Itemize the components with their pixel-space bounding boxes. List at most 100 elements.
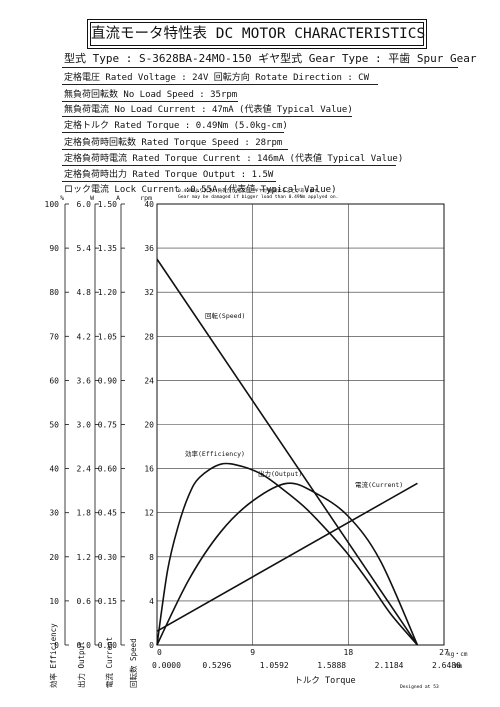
y-tick-label: 1.2 <box>77 553 92 562</box>
y-tick-label: 1.50 <box>98 200 117 209</box>
y-tick-label: 60 <box>49 376 59 385</box>
y-tick-label: 6.0 <box>77 200 92 209</box>
y-tick-label: 40 <box>144 200 154 209</box>
spec-no-load-speed: 無負荷回転数 No Load Speed : 35rpm <box>64 90 238 100</box>
y-tick-label: 20 <box>144 421 154 430</box>
y-axis-title: 電流 Current <box>104 637 114 688</box>
y-tick-label: 40 <box>49 465 59 474</box>
y-tick-label: 8 <box>149 553 154 562</box>
y-tick-label: 0.6 <box>77 597 92 606</box>
x-unit-nm: Nm <box>455 663 463 670</box>
y-tick-label: 1.35 <box>98 244 117 253</box>
y-tick-label: 0.00 <box>98 641 117 650</box>
y-tick-label: 1.8 <box>77 509 92 518</box>
y-tick-label: 20 <box>49 553 59 562</box>
series-label: 回転(Speed) <box>205 312 245 320</box>
x-tick-label-nm: 0.5296 <box>202 661 231 670</box>
y-tick-label: 28 <box>144 332 154 341</box>
y-tick-label: 36 <box>144 244 154 253</box>
spec-divider <box>62 132 284 133</box>
x-tick-label-kgcm: 18 <box>344 648 354 657</box>
y-tick-label: 0 <box>149 641 154 650</box>
y-tick-label: 80 <box>49 288 59 297</box>
x-axis-title: トルク Torque <box>294 676 355 686</box>
spec-rated-torque-current: 定格負荷時電流 Rated Torque Current : 146mA (代表… <box>64 154 404 164</box>
y-axis-unit: rpm <box>140 194 152 202</box>
gear-warning-en: Gear may be damaged if bigger load than … <box>178 194 338 200</box>
y-tick-label: 0.15 <box>98 597 117 606</box>
y-tick-label: 0.60 <box>98 465 117 474</box>
y-tick-label: 0.90 <box>98 376 117 385</box>
y-axis-unit: W <box>90 194 94 202</box>
y-tick-label: 100 <box>45 200 60 209</box>
y-tick-label: 4 <box>149 597 154 606</box>
series-label: 出力(Output) <box>258 469 302 478</box>
series-curve <box>156 482 418 632</box>
y-axis-unit: % <box>60 194 64 202</box>
spec-model: 型式 Type : S-3628BA-24MO-150 ギヤ型式 Gear Ty… <box>64 52 477 65</box>
spec-lock-current: ロック電流 Lock Current :0.55A (代表値 Typical V… <box>64 185 337 195</box>
y-tick-label: 0.75 <box>98 421 117 430</box>
y-tick-label: 50 <box>49 421 59 430</box>
y-tick-label: 0.0 <box>77 641 92 650</box>
y-axis-title: 効率 Efficiency <box>48 623 58 688</box>
y-tick-label: 1.20 <box>98 288 117 297</box>
x-unit-kgcm: kg・cm <box>447 651 468 658</box>
y-tick-label: 4.8 <box>77 288 92 297</box>
x-tick-label-nm: 0.0000 <box>152 661 181 670</box>
x-tick-label-nm: 1.0592 <box>260 661 289 670</box>
sheet-title: 直流モータ特性表 DC MOTOR CHARACTERISTICS <box>87 19 427 49</box>
spec-divider <box>62 84 378 85</box>
y-tick-label: 10 <box>49 597 59 606</box>
y-tick-label: 5.4 <box>77 244 92 253</box>
y-tick-label: 24 <box>144 376 154 385</box>
y-tick-label: 4.2 <box>77 332 92 341</box>
spec-divider <box>62 116 352 117</box>
spec-rated-voltage: 定格電圧 Rated Voltage : 24V 回転方向 Rotate Dir… <box>64 73 369 83</box>
spec-divider <box>62 165 396 166</box>
spec-divider <box>62 101 238 102</box>
y-tick-label: 1.05 <box>98 332 117 341</box>
chart-labels: 0.49Nmより大きい負荷がかかると、ギヤが破損することがあります。 Gear … <box>178 187 439 690</box>
y-tick-label: 32 <box>144 288 154 297</box>
y-tick-label: 2.4 <box>77 465 92 474</box>
spec-rated-torque-speed: 定格負荷時回転数 Rated Torque Speed : 28rpm <box>64 138 283 148</box>
x-tick-label-kgcm: 27 <box>439 648 449 657</box>
y-tick-label: 30 <box>49 509 59 518</box>
x-tick-label-kgcm: 0 <box>157 648 162 657</box>
y-tick-label: 12 <box>144 509 154 518</box>
x-tick-label-nm: 2.1184 <box>375 661 404 670</box>
spec-divider <box>62 149 288 150</box>
y-tick-label: 70 <box>49 332 59 341</box>
series-curve <box>156 258 419 646</box>
x-tick-label-nm: 1.5888 <box>317 661 346 670</box>
spec-rated-torque: 定格トルク Rated Torque : 0.49Nm (5.0kg-cm) <box>64 121 288 131</box>
spec-no-load-current: 無負荷電流 No Load Current : 47mA (代表値 Typica… <box>64 105 353 115</box>
y-axis-title: 回転数 Speed <box>128 638 138 688</box>
y-tick-label: 0.45 <box>98 509 117 518</box>
chart-curves <box>156 258 419 646</box>
designed-note: Designed at 53 <box>400 684 439 690</box>
y-tick-label: 90 <box>49 244 59 253</box>
y-tick-label: 3.0 <box>77 421 92 430</box>
y-tick-label: 0.30 <box>98 553 117 562</box>
x-tick-label-kgcm: 9 <box>250 648 255 657</box>
spec-divider <box>62 67 458 68</box>
y-tick-label: 0 <box>54 641 59 650</box>
chart-grid <box>156 203 445 646</box>
y-tick-label: 16 <box>144 465 154 474</box>
spec-divider <box>62 181 276 182</box>
spec-rated-torque-output: 定格負荷時出力 Rated Torque Output : 1.5W <box>64 170 274 180</box>
series-label: 効率(Efficiency) <box>185 449 245 458</box>
series-curve <box>156 482 419 646</box>
series-label: 電流(Current) <box>355 480 403 489</box>
y-axis-title: 出力 Output <box>76 641 86 688</box>
series-curve <box>156 462 419 646</box>
gear-warning-jp: 0.49Nmより大きい負荷がかかると、ギヤが破損することがあります。 <box>178 187 323 194</box>
y-tick-label: 3.6 <box>77 376 92 385</box>
x-tick-label-nm: 2.6480 <box>432 661 461 670</box>
y-axis-unit: A <box>116 194 120 202</box>
